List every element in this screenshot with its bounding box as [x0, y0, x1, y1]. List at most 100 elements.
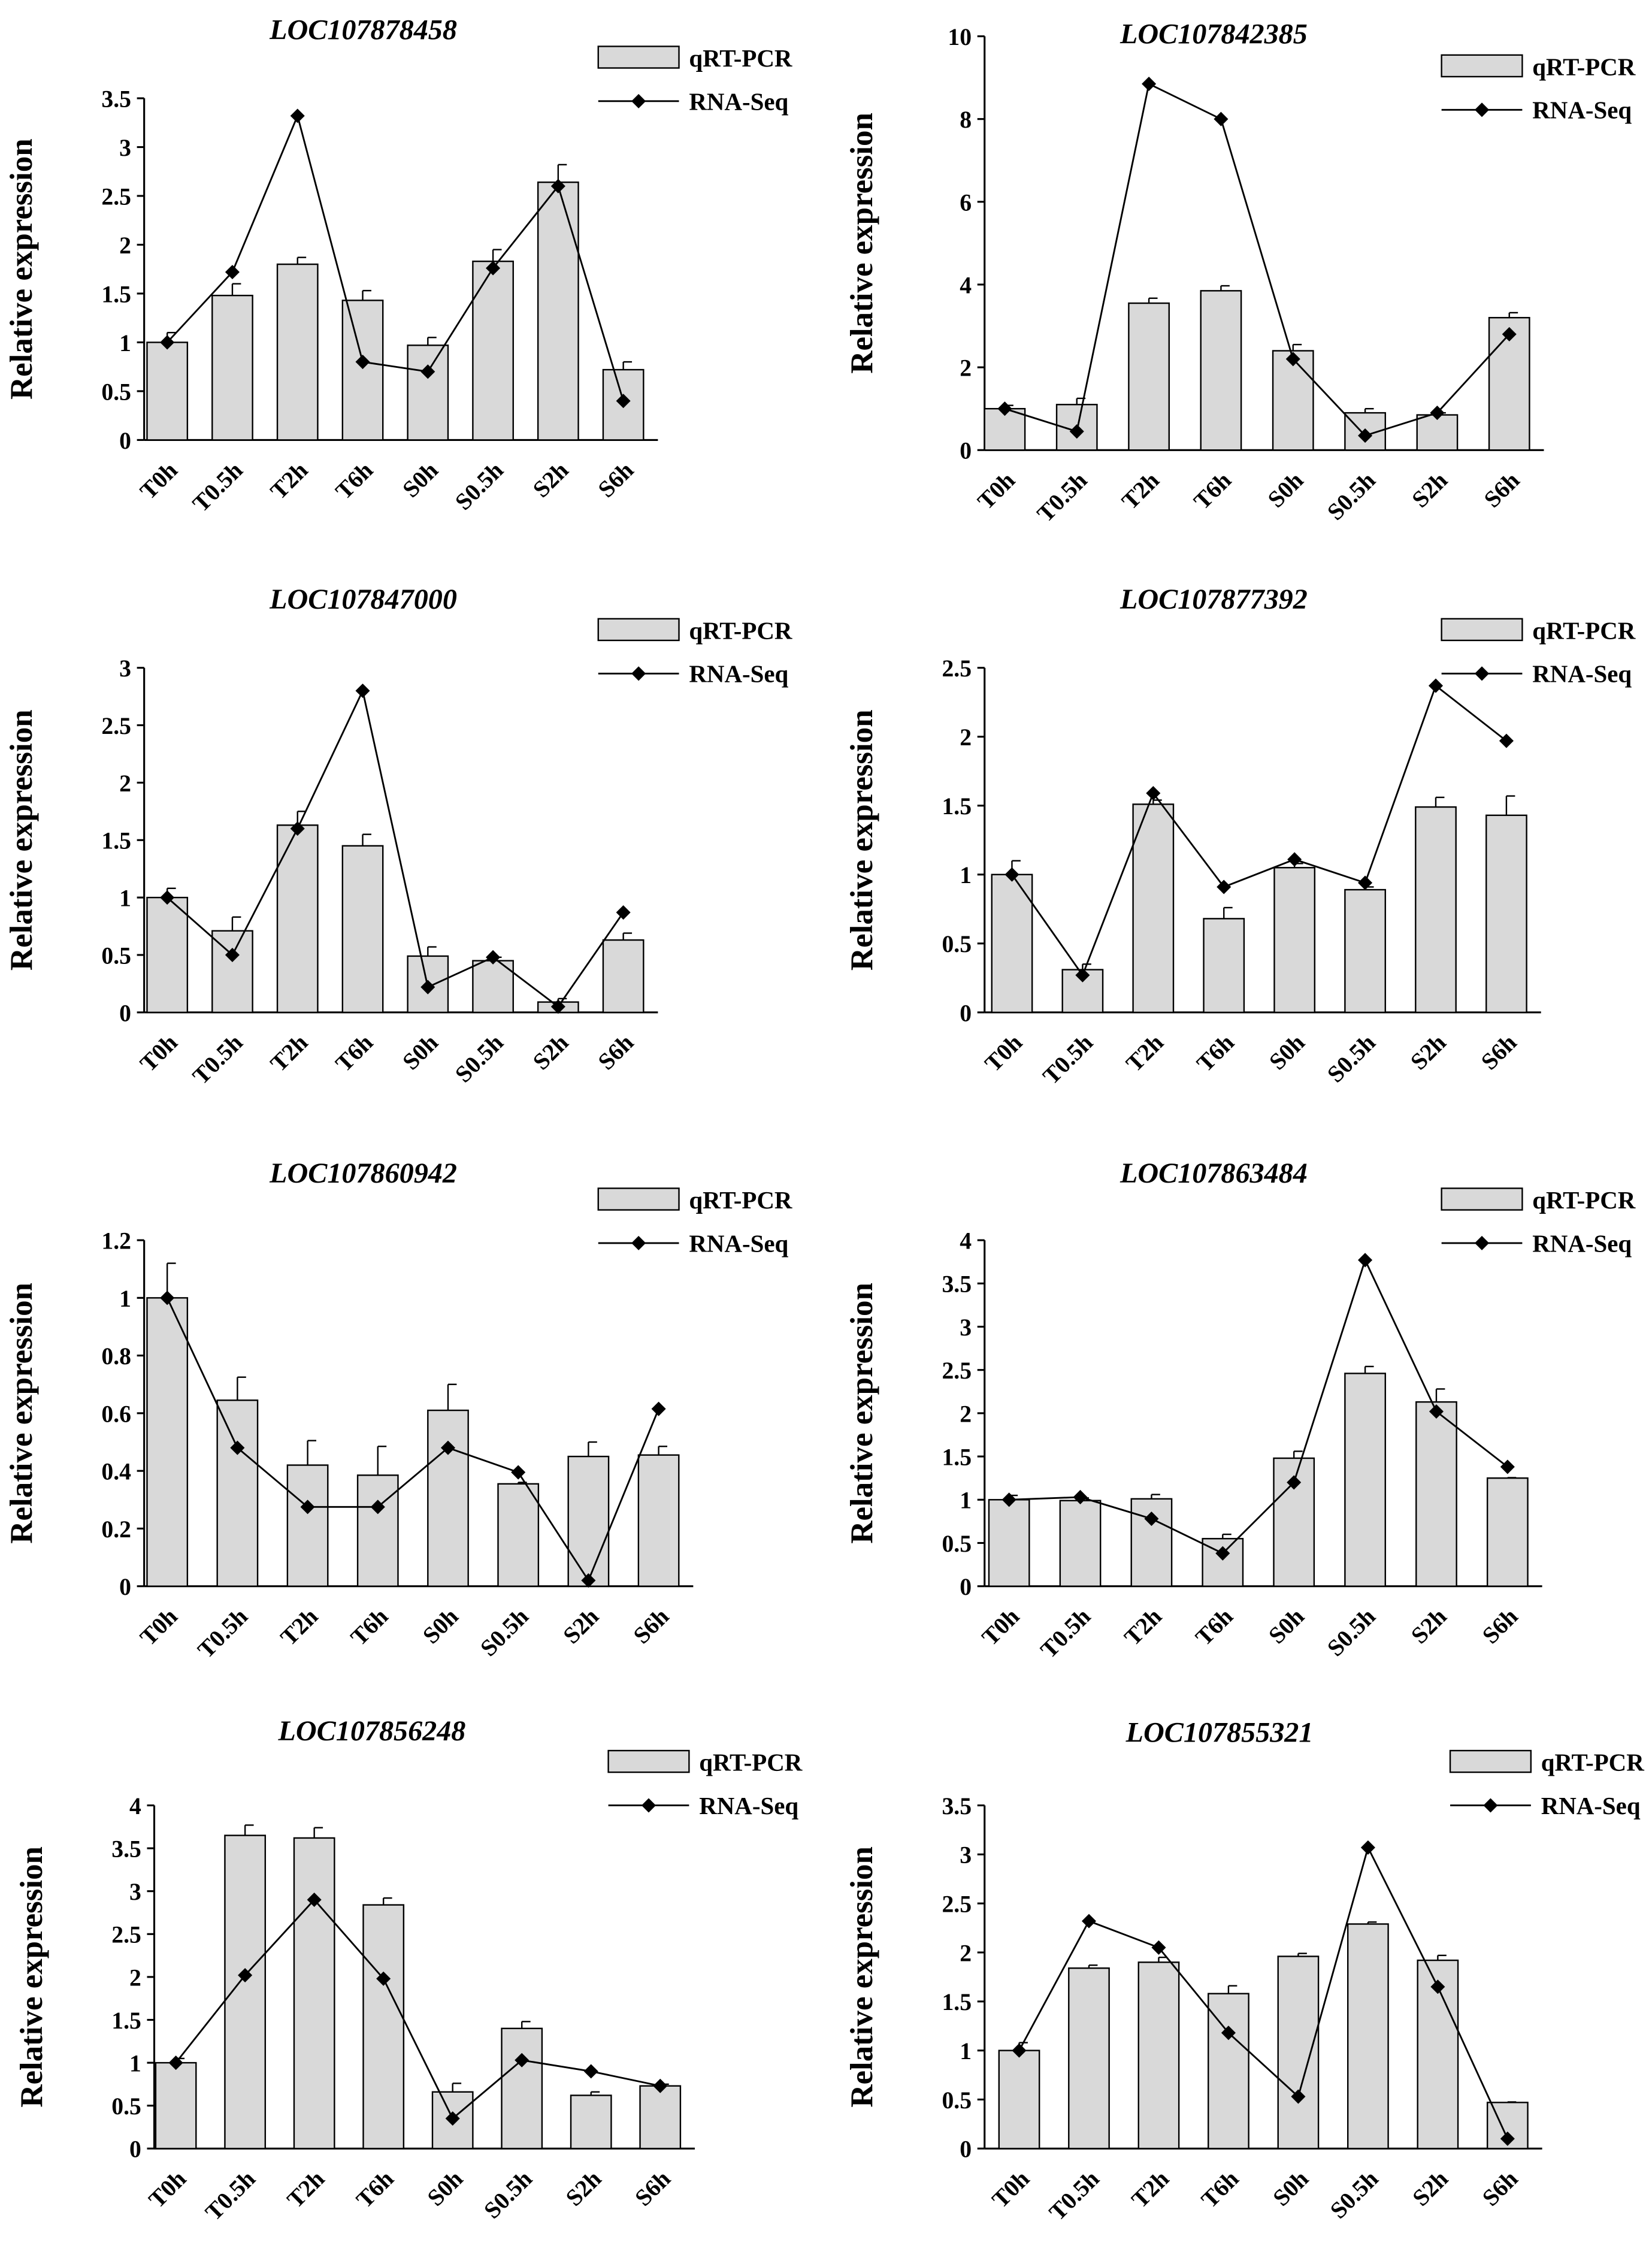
- x-tick-label: T0.5h: [1044, 2165, 1105, 2226]
- y-tick-label: 3.5: [942, 1793, 972, 1819]
- y-tick-label: 0.8: [101, 1343, 131, 1370]
- point-rna-seq-S0h: [420, 980, 435, 995]
- y-tick-label: 1.5: [942, 1444, 972, 1471]
- y-tick-label: 1: [960, 862, 972, 888]
- chart-title: LOC107847000: [269, 584, 457, 615]
- y-tick-label: 2: [960, 724, 972, 751]
- bar-qrt-pcr-S0.5h: [472, 260, 514, 441]
- x-tick-label: S6h: [628, 1603, 674, 1649]
- bar-qrt-pcr-T0h: [146, 1297, 189, 1587]
- x-tick-label: S6h: [593, 1029, 639, 1075]
- legend-swatch-qrt-pcr: [1441, 1187, 1523, 1211]
- bar-qrt-pcr-S2h: [1417, 1959, 1459, 2150]
- point-rna-seq-T0.5h: [1069, 424, 1084, 439]
- bar-qrt-pcr-T6h: [356, 1474, 399, 1587]
- chart-panel-2: LOC107842385 Relative expression 0 2 4 6 8 10 T0…: [845, 19, 1636, 527]
- y-tick-label: 3.5: [111, 1836, 141, 1863]
- y-tick-label: 0.5: [942, 931, 972, 957]
- bar-qrt-pcr-T2h: [286, 1464, 329, 1587]
- line-rna-seq: [1004, 82, 1510, 437]
- y-tick-label: 1.5: [942, 793, 972, 820]
- point-rna-seq-S0.5h: [486, 950, 501, 965]
- x-tick-label: T0.5h: [200, 2165, 261, 2226]
- legend-marker-rna-seq: [641, 1798, 656, 1813]
- point-rna-seq-T0.5h: [230, 1440, 245, 1455]
- y-tick-label: 3: [960, 1314, 972, 1341]
- bar-qrt-pcr-T6h: [1200, 290, 1242, 451]
- line-rna-seq: [166, 1297, 659, 1583]
- bar-qrt-pcr-S0.5h: [1344, 1373, 1386, 1587]
- bar-qrt-pcr-S0.5h: [497, 1483, 540, 1587]
- point-rna-seq-T0h: [1012, 2043, 1027, 2058]
- y-tick-label: 3: [119, 135, 131, 161]
- legend-marker-rna-seq: [631, 666, 646, 681]
- chart-title: LOC107860942: [269, 1157, 457, 1189]
- x-tick-label: S0h: [398, 457, 443, 503]
- legend-label-rna-seq: RNA-Seq: [1532, 661, 1632, 688]
- legend-label-rna-seq: RNA-Seq: [699, 1793, 798, 1819]
- point-rna-seq-T0.5h: [1073, 1489, 1088, 1504]
- x-tick-label: T0.5h: [1036, 1603, 1096, 1664]
- point-rna-seq-S0.5h: [511, 1465, 526, 1480]
- point-rna-seq-T0h: [997, 401, 1012, 416]
- bar-qrt-pcr-T0.5h: [211, 930, 253, 1014]
- y-tick-label: 4: [960, 272, 972, 298]
- x-tick-label: S0.5h: [475, 1603, 533, 1661]
- x-tick-label: S0.5h: [1325, 2165, 1383, 2223]
- point-rna-seq-S6h: [1500, 1459, 1515, 1474]
- y-tick-label: 1.5: [101, 281, 131, 307]
- point-rna-seq-S6h: [616, 905, 631, 920]
- y-tick-label: 0: [119, 428, 131, 454]
- y-tick-label: 2: [119, 770, 131, 797]
- y-tick-label: 3: [129, 1879, 141, 1905]
- x-tick-label: S6h: [1477, 1603, 1523, 1649]
- legend-label-rna-seq: RNA-Seq: [1532, 1230, 1632, 1257]
- point-rna-seq-T2h: [1142, 76, 1157, 92]
- y-tick-label: 0: [119, 1000, 131, 1026]
- legend-marker-rna-seq: [1474, 102, 1490, 117]
- x-tick-label: S0.5h: [1322, 1029, 1380, 1087]
- chart-panel-7: LOC107856248 Relative expression 0 0.5 1 1.5 2…: [14, 1715, 803, 2226]
- bar-qrt-pcr-S0h: [427, 1409, 469, 1587]
- legend-swatch-qrt-pcr: [1441, 54, 1523, 78]
- y-tick-label: 8: [960, 107, 972, 133]
- point-rna-seq-T2h: [300, 1500, 315, 1515]
- x-tick-label: T0h: [135, 1029, 182, 1077]
- bar-qrt-pcr-T0h: [991, 873, 1033, 1014]
- point-rna-seq-T6h: [1217, 879, 1232, 894]
- point-rna-seq-S0.5h: [1358, 875, 1373, 890]
- bar-qrt-pcr-S2h: [537, 181, 579, 441]
- y-tick-label: 2.5: [101, 183, 131, 210]
- bar-qrt-pcr-T6h: [341, 300, 384, 441]
- chart-title: LOC107878458: [269, 14, 457, 46]
- x-tick-label: T2h: [282, 2165, 329, 2212]
- x-tick-label: T0.5h: [1037, 1029, 1098, 1090]
- x-tick-label: T6h: [1190, 1603, 1238, 1651]
- x-tick-label: S6h: [630, 2165, 675, 2211]
- bar-qrt-pcr-T0h: [988, 1499, 1030, 1587]
- x-tick-label: T2h: [1121, 1029, 1168, 1077]
- x-tick-label: S0h: [398, 1029, 443, 1075]
- x-tick-label: T6h: [1196, 2165, 1243, 2212]
- x-tick-label: T2h: [265, 1029, 313, 1077]
- x-tick-label: T0h: [135, 457, 182, 504]
- point-rna-seq-T6h: [1214, 111, 1229, 126]
- point-rna-seq-S6h: [1499, 733, 1514, 748]
- y-tick-label: 0.4: [101, 1459, 131, 1485]
- point-rna-seq-T6h: [1215, 1546, 1230, 1561]
- legend-label-rna-seq: RNA-Seq: [689, 1230, 788, 1257]
- y-axis-label: Relative expression: [4, 709, 39, 971]
- y-tick-label: 1.2: [101, 1228, 131, 1255]
- y-tick-label: 4: [960, 1228, 972, 1255]
- y-tick-label: 0: [960, 2136, 972, 2163]
- bar-qrt-pcr-S0.5h: [1347, 1923, 1389, 2150]
- y-tick-label: 0.5: [942, 2087, 972, 2114]
- line-rna-seq: [167, 688, 624, 1008]
- x-tick-label: T2h: [1120, 1603, 1167, 1651]
- line-rna-seq: [1009, 1258, 1508, 1555]
- bar-qrt-pcr-T6h: [362, 1904, 405, 2150]
- bar-qrt-pcr-T2h: [293, 1837, 335, 2150]
- point-rna-seq-S0h: [420, 364, 435, 379]
- legend-label-qrt-pcr: qRT-PCR: [689, 618, 792, 645]
